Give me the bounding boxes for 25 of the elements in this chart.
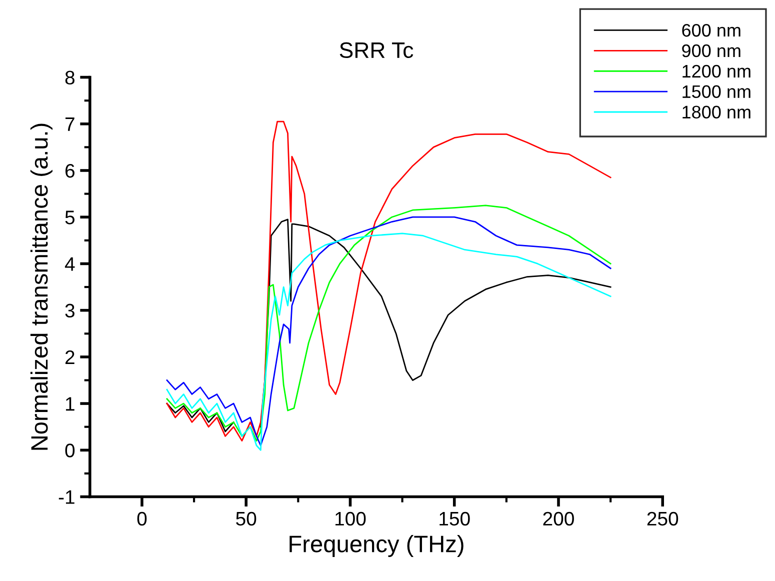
y-tick-label: 2 <box>65 350 74 364</box>
y-tick-label: 3 <box>65 304 74 318</box>
x-tick-label: 100 <box>335 512 366 526</box>
y-tick-label: 5 <box>65 210 74 224</box>
x-tick-label: 50 <box>236 512 256 526</box>
y-tick-label: 7 <box>66 118 74 131</box>
legend-label: 1800 nm <box>682 106 750 119</box>
chart-title: SRR Tc <box>340 42 414 58</box>
x-tick-label: 150 <box>440 512 470 526</box>
x-tick-label: 0 <box>137 512 147 526</box>
legend-label: 1200 nm <box>682 64 750 78</box>
legend-label: 1500 nm <box>682 85 750 98</box>
y-tick-label: 0 <box>65 444 75 458</box>
y-tick-label: 8 <box>65 70 74 85</box>
y-tick-label: 4 <box>64 257 75 271</box>
y-tick-label: 1 <box>66 397 74 411</box>
legend-label: 600 nm <box>682 24 740 37</box>
y-axis-title: Normalized transmittance (a.u.) <box>30 124 52 450</box>
x-tick-label: 250 <box>647 512 678 526</box>
y-tick-label: 6 <box>65 164 74 178</box>
line-series <box>166 120 612 442</box>
y-tick-label: -1 <box>58 490 74 504</box>
x-tick-label: 200 <box>543 512 574 526</box>
x-axis-title: Frequency (THz) <box>290 535 464 558</box>
legend-label: 900 nm <box>682 44 740 58</box>
